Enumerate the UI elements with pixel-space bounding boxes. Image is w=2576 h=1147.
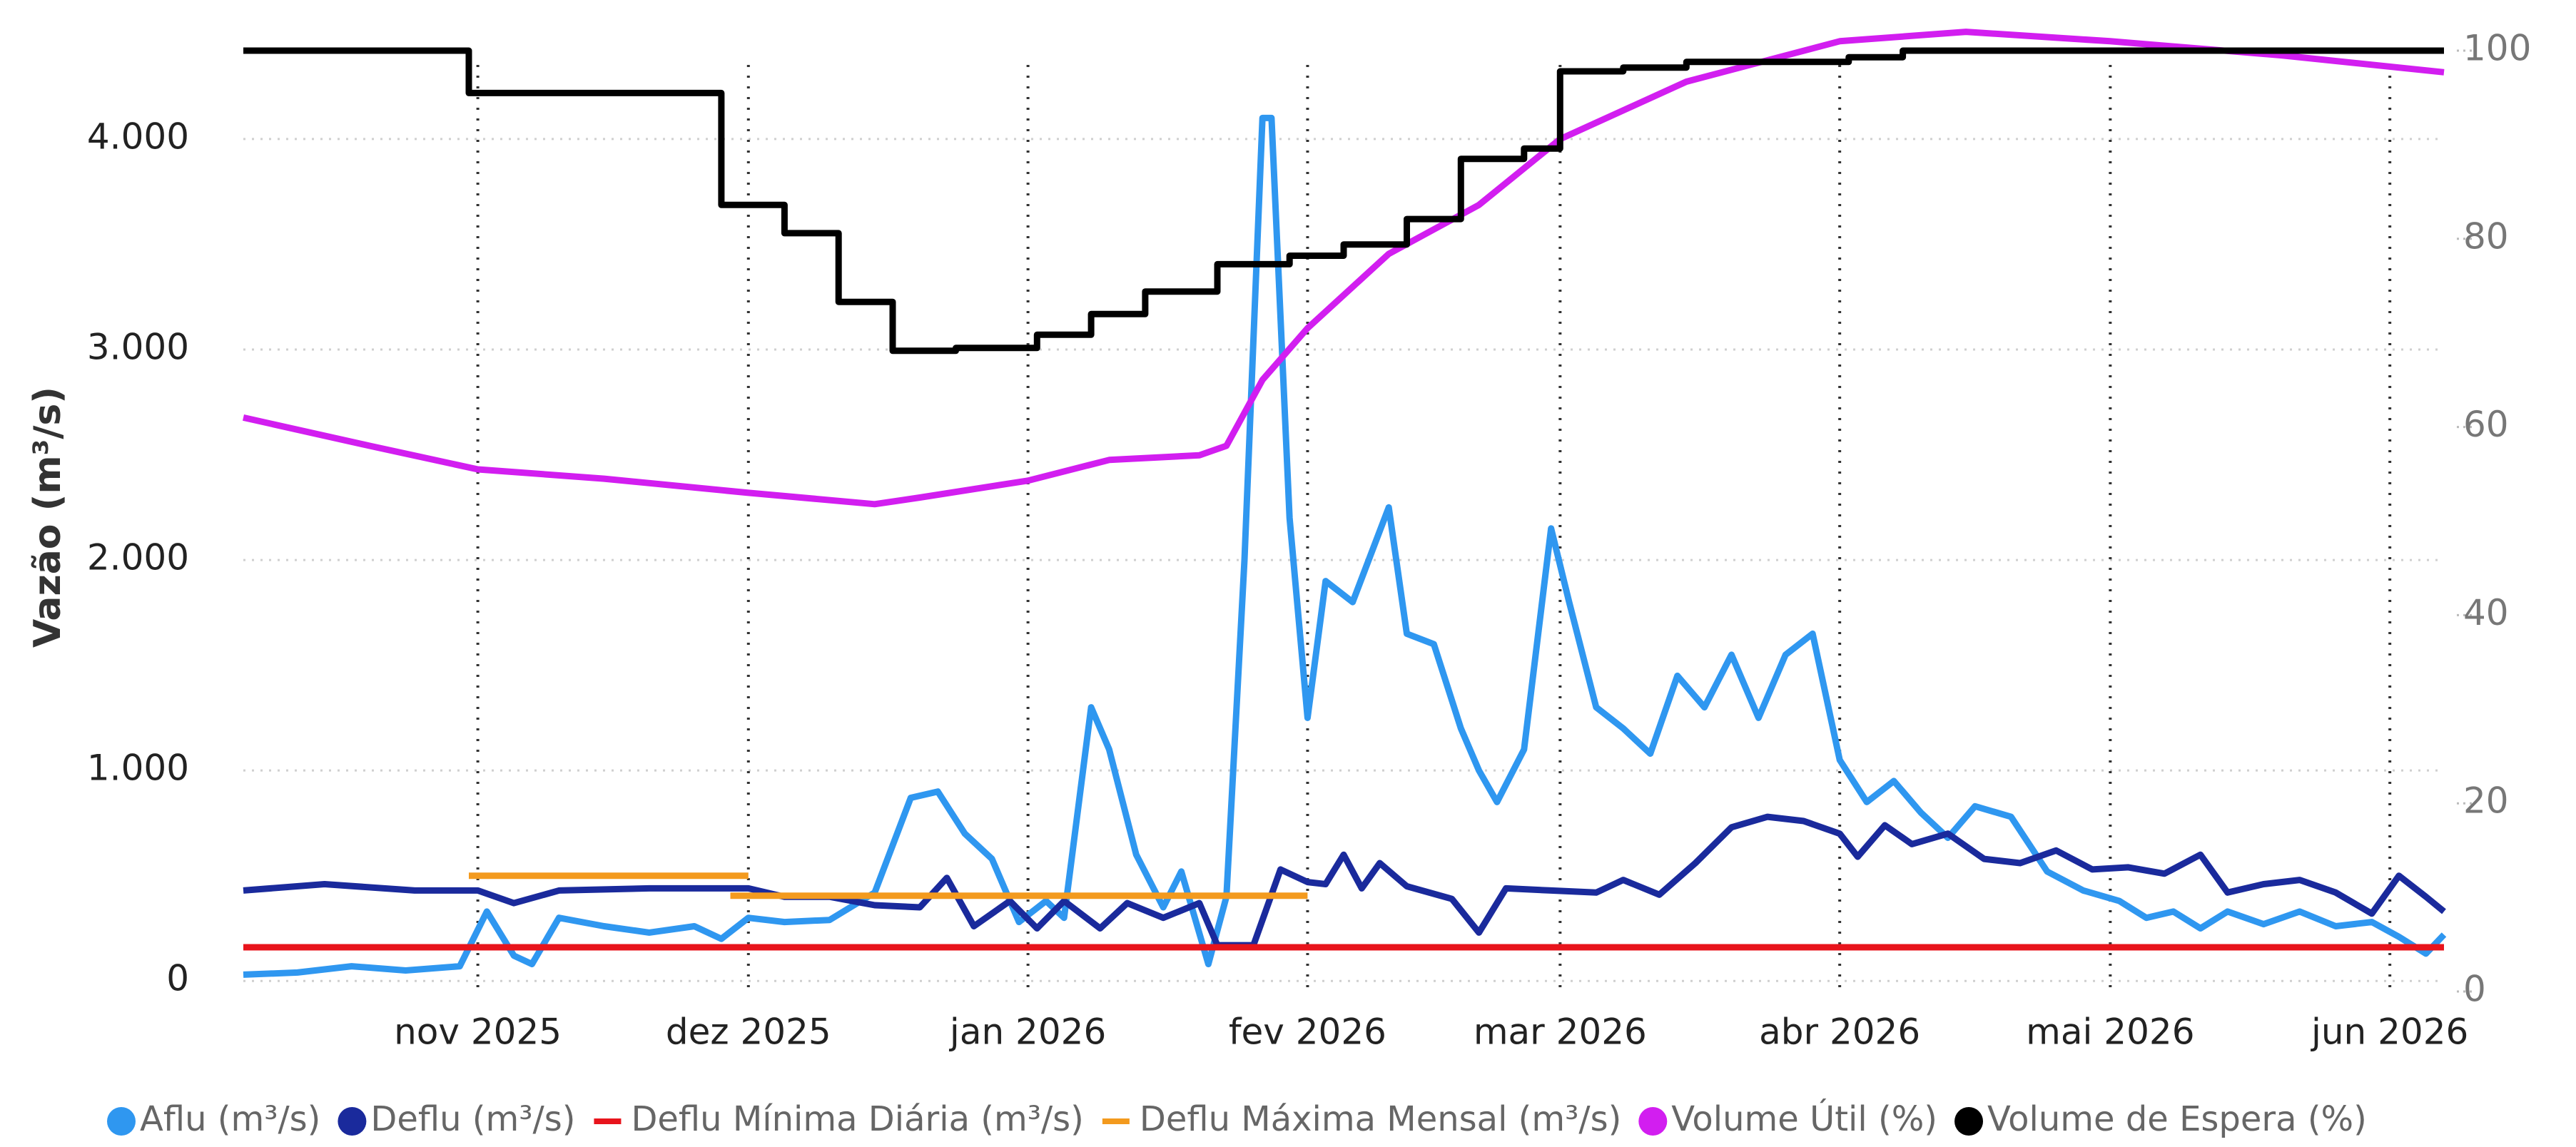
x-tick-label: fev 2026 (1229, 1011, 1386, 1053)
y-tick-label: 1.000 (87, 748, 189, 789)
x-tick-label: nov 2025 (394, 1011, 562, 1053)
y-tick-label: 2.000 (87, 537, 189, 578)
legend-label[interactable]: Volume de Espera (%) (1987, 1099, 2367, 1139)
x-tick-label: abr 2026 (1759, 1011, 1920, 1053)
legend-label[interactable]: Deflu (m³/s) (370, 1099, 575, 1139)
y2-tick-label: 100 (2463, 28, 2531, 69)
legend-label[interactable]: Aflu (m³/s) (140, 1099, 320, 1139)
y2-tick-label: 40 (2463, 592, 2509, 633)
x-tick-label: mai 2026 (2026, 1011, 2194, 1053)
legend-marker[interactable] (1638, 1107, 1668, 1136)
series-line (243, 114, 2447, 978)
legend-label[interactable]: Deflu Mínima Diária (m³/s) (631, 1099, 1083, 1139)
y-tick-label: 4.000 (87, 116, 189, 157)
legend-marker[interactable] (338, 1107, 367, 1136)
y-tick-label: 3.000 (87, 327, 189, 368)
x-tick-label: jun 2026 (2311, 1011, 2468, 1053)
x-tick-label: mar 2026 (1474, 1011, 1647, 1053)
legend-label[interactable]: Volume Útil (%) (1671, 1098, 1937, 1139)
series-line (243, 47, 2444, 355)
legend-marker[interactable] (107, 1107, 136, 1136)
x-tick-label: dez 2025 (666, 1011, 831, 1053)
legend-label[interactable]: Deflu Máxima Mensal (m³/s) (1140, 1099, 1621, 1139)
x-tick-label: jan 2026 (949, 1011, 1106, 1053)
y-tick-label: 0 (166, 958, 189, 999)
series-line (243, 813, 2446, 949)
series-line (243, 29, 2445, 508)
y-axis-title: Vazão (m³/s) (26, 387, 69, 648)
legend-marker[interactable] (1954, 1107, 1984, 1136)
y2-tick-label: 60 (2463, 404, 2509, 445)
y2-tick-label: 80 (2463, 215, 2509, 257)
y2-tick-label: 0 (2463, 969, 2486, 1010)
y2-tick-label: 20 (2463, 780, 2509, 822)
series-line (469, 872, 1308, 899)
